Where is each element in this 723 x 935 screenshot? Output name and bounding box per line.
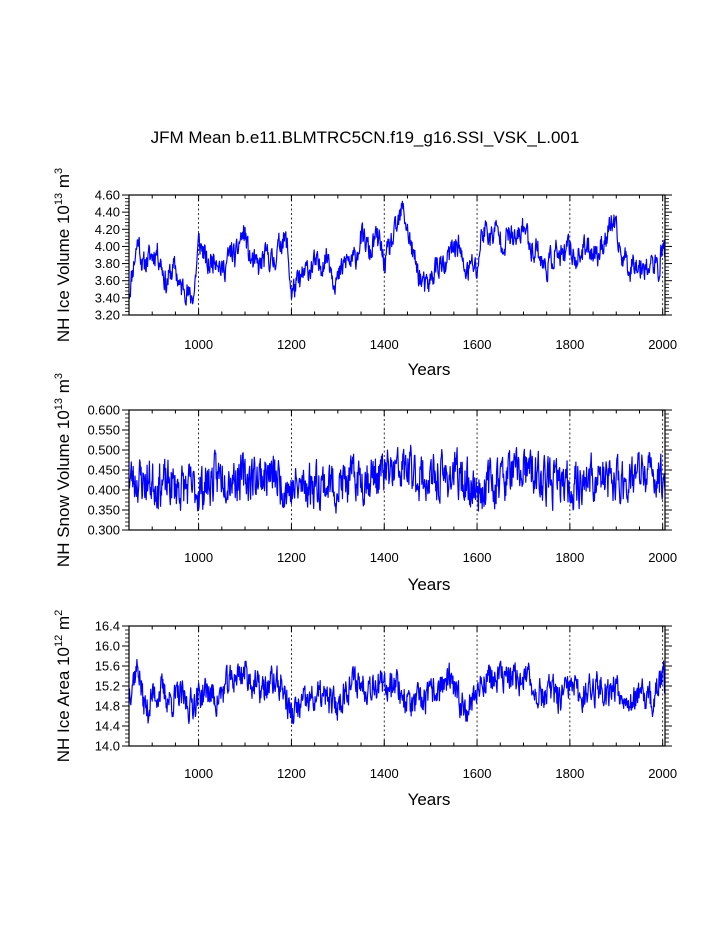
y-label-main: NH Ice Volume 10 [54,205,73,342]
y-label-unit-exponent: 3 [53,373,65,379]
figure-title: JFM Mean b.e11.BLMTRC5CN.f19_g16.SSI_VSK… [151,128,580,147]
x-tick-label: 1800 [555,766,584,781]
x-tick-label: 1600 [463,337,492,352]
y-axis-label: NH Ice Volume 1013 m3 [53,168,73,342]
x-tick-label: 1200 [277,337,306,352]
y-tick-label: 14.8 [95,699,120,714]
x-tick-label: 1000 [184,550,213,565]
y-axis-label: NH Ice Area 1012 m2 [53,610,73,763]
y-label-exponent: 13 [53,398,65,410]
y-tick-label: 3.40 [95,290,120,305]
panels: 1000 1200 1400 1600 1800 2000 3.20 3.40 3.60 3.80… [53,168,677,809]
y-tick-label: 14.4 [95,719,120,734]
y-label-unit: m [54,616,73,635]
y-label-exponent: 13 [53,193,65,205]
series-line [128,200,666,306]
x-axis-label: Years [408,790,451,809]
y-label-unit-exponent: 2 [53,610,65,616]
y-tick-label: 4.40 [95,205,120,220]
series-line [128,658,666,725]
nh-snow-volume-panel: 1000 1200 1400 1600 1800 2000 0.300 0.350 0.400 0… [53,373,677,594]
y-tick-label: 0.550 [87,423,120,438]
x-axis-label: Years [408,575,451,594]
x-tick-label: 2000 [648,337,677,352]
y-tick-label: 4.20 [95,222,120,237]
y-tick-label: 0.450 [87,463,120,478]
x-tick-label: 2000 [648,550,677,565]
y-tick-label: 0.500 [87,443,120,458]
x-tick-label: 1400 [370,337,399,352]
plot-frame [128,194,666,316]
y-tick-label: 3.20 [95,308,120,323]
y-tick-label: 16.4 [95,619,120,634]
y-tick-label: 16.0 [95,639,120,654]
x-tick-label: 1600 [463,766,492,781]
y-tick-label: 0.400 [87,483,120,498]
x-tick-label: 1200 [277,550,306,565]
y-tick-label: 14.0 [95,739,120,754]
y-tick-label: 4.60 [95,188,120,203]
y-tick-label: 0.350 [87,503,120,518]
y-tick-label: 3.60 [95,273,120,288]
y-tick-label: 3.80 [95,256,120,271]
nh-ice-volume-panel: 1000 1200 1400 1600 1800 2000 3.20 3.40 3.60 3.80… [53,168,677,379]
y-label-unit: m [54,379,73,398]
y-axis-label: NH Snow Volume 1013 m3 [53,373,73,567]
y-tick-label: 0.600 [87,403,120,418]
y-tick-label: 0.300 [87,523,120,538]
x-tick-label: 1000 [184,766,213,781]
y-tick-label: 4.00 [95,239,120,254]
y-tick-label: 15.2 [95,679,120,694]
nh-ice-area-panel: 1000 1200 1400 1600 1800 2000 14.0 14.4 14.8 15.2… [53,610,677,809]
y-tick-label: 15.6 [95,659,120,674]
x-tick-label: 1800 [555,550,584,565]
y-label-unit: m [54,174,73,193]
x-tick-label: 1400 [370,550,399,565]
x-tick-label: 1800 [555,337,584,352]
series-line [128,444,666,514]
plot-frame [128,625,666,747]
x-tick-label: 1600 [463,550,492,565]
y-label-exponent: 12 [53,635,65,647]
y-label-main: NH Ice Area 10 [54,647,73,762]
y-label-unit-exponent: 3 [53,168,65,174]
y-label-main: NH Snow Volume 10 [54,410,73,567]
x-axis-label: Years [408,360,451,379]
x-tick-label: 2000 [648,766,677,781]
x-tick-label: 1200 [277,766,306,781]
x-tick-label: 1400 [370,766,399,781]
x-tick-label: 1000 [184,337,213,352]
